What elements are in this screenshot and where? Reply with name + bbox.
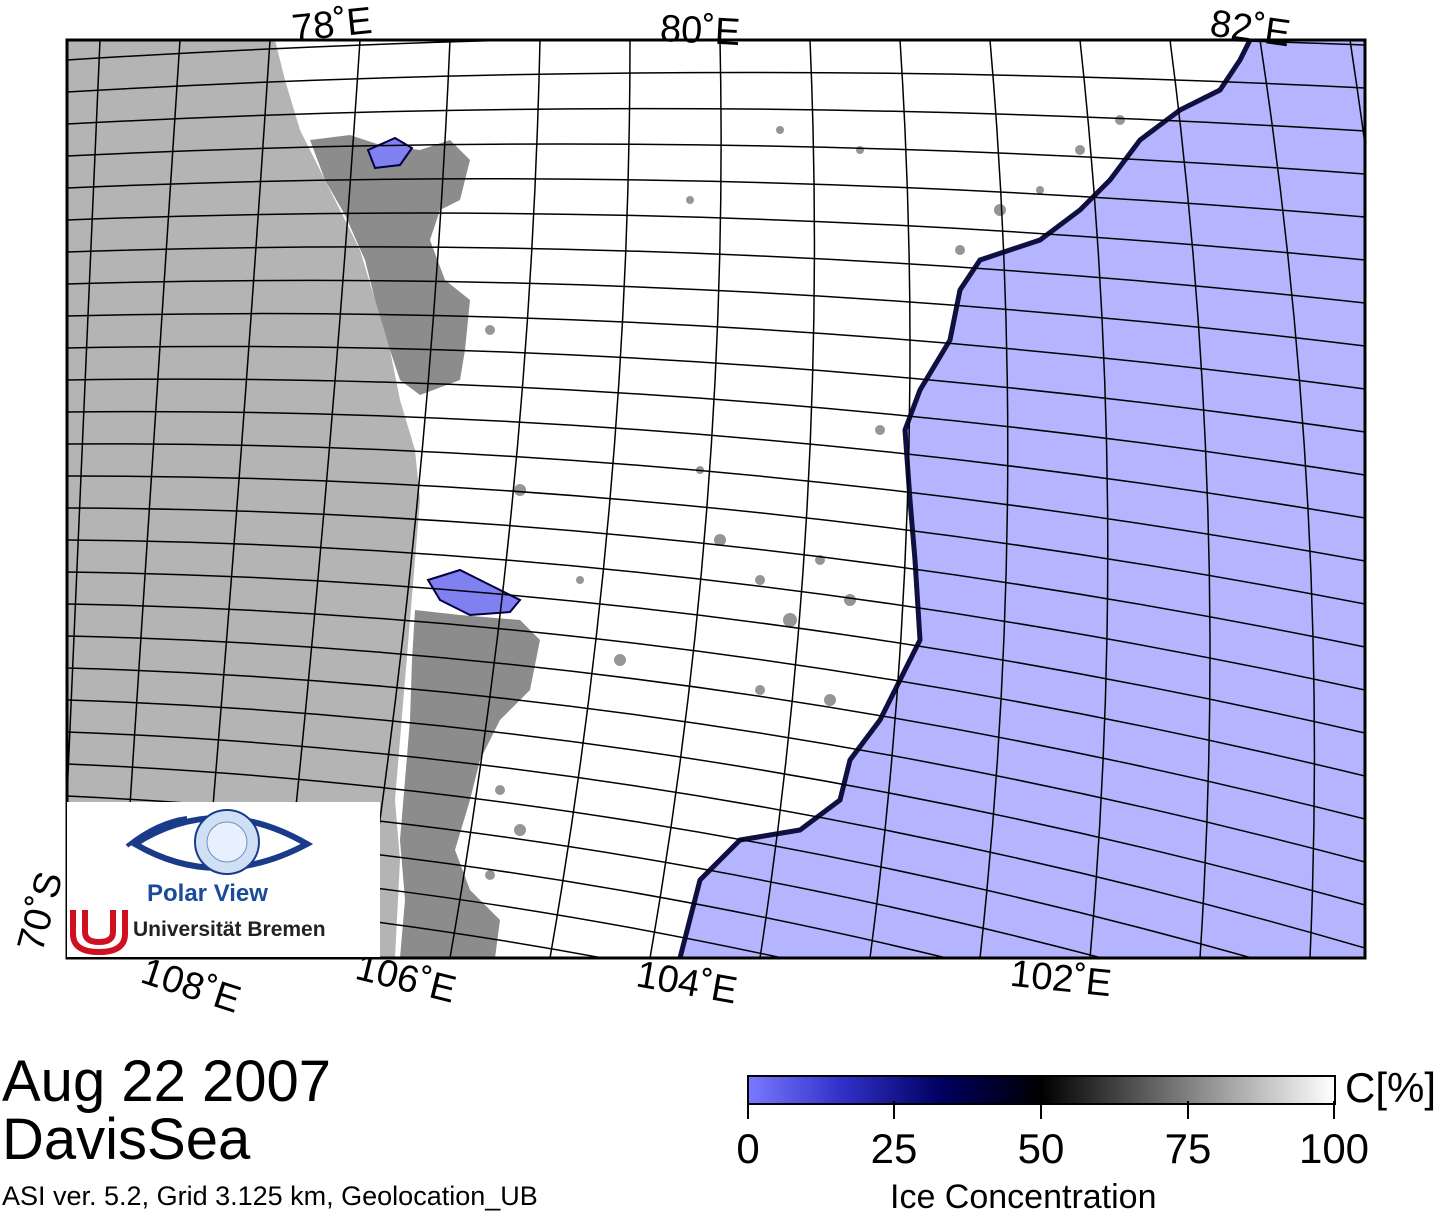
- colorbar-unit: C[%]: [1345, 1064, 1437, 1111]
- footer-info: ASI ver. 5.2, Grid 3.125 km, Geolocation…: [2, 1181, 538, 1211]
- colorbar-label: Ice Concentration: [890, 1178, 1157, 1216]
- graticule-meridians: [67, 40, 1365, 958]
- logo-name: Polar View: [147, 880, 268, 907]
- lon-label-78e: 78˚E: [289, 0, 375, 51]
- colorbar-tick-label: 25: [870, 1125, 918, 1172]
- ice-edge: [677, 40, 1253, 958]
- colorbar-tick-label: 100: [1298, 1125, 1370, 1172]
- colorbar-tick-label: 50: [1017, 1125, 1065, 1172]
- map-region: DavisSea: [2, 1107, 251, 1172]
- polar-view-logo: Polar View Universität Bremen: [67, 802, 380, 957]
- colorbar-tick-label: 0: [736, 1125, 760, 1172]
- colorbar-tick: [1333, 1101, 1335, 1119]
- colorbar-tick: [747, 1101, 749, 1119]
- colorbar-tick: [893, 1101, 895, 1119]
- bremen-u-logo-icon: [70, 910, 128, 956]
- eye-globe-icon: [125, 809, 314, 875]
- map-date: Aug 22 2007: [2, 1049, 331, 1114]
- logo-institution: Universität Bremen: [133, 918, 326, 941]
- lon-label-80e: 80˚E: [658, 7, 742, 55]
- ice-shelf-area-south: [400, 610, 540, 958]
- land-area: [67, 40, 420, 958]
- colorbar-tick-label: 75: [1164, 1125, 1212, 1172]
- ice-shelf-area: [310, 135, 470, 395]
- map-frame: [65, 38, 1367, 960]
- colorbar-tick: [1040, 1101, 1042, 1119]
- colorbar-tick: [1187, 1101, 1189, 1119]
